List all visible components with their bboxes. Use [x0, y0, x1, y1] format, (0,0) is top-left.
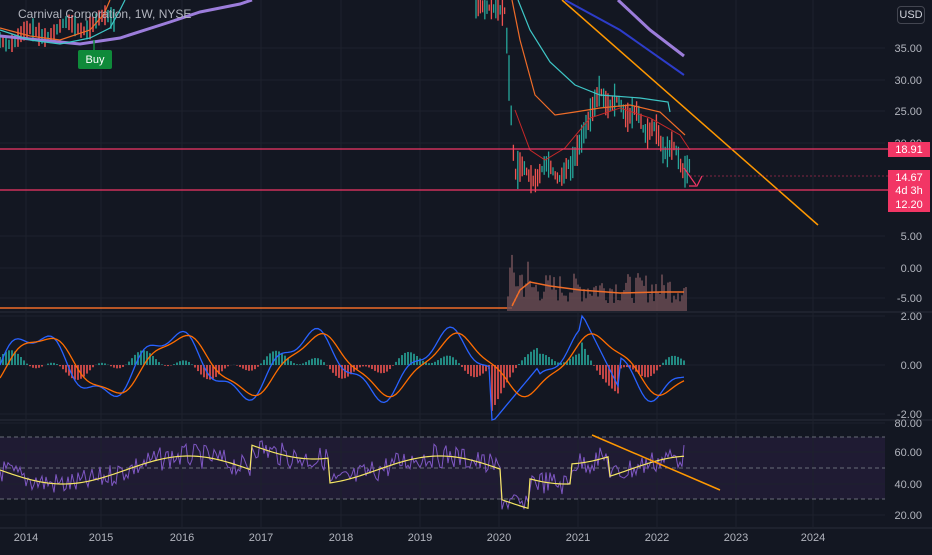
ma-fast-line: [511, 0, 686, 136]
projection-arrow: [683, 167, 697, 186]
ma-slow-line: [0, 0, 253, 46]
ma-fastest-line: [514, 107, 691, 161]
x-tick-label: 2015: [89, 532, 113, 544]
x-tick-label: 2017: [249, 532, 273, 544]
x-tick-label: 2022: [645, 532, 669, 544]
x-tick-label: 2019: [408, 532, 432, 544]
x-tick-label: 2024: [801, 532, 825, 544]
ma-fast-line-early: [0, 0, 111, 41]
price-trendline: [561, 0, 819, 226]
rsi-y-label: 40.00: [894, 479, 922, 491]
chart-title: Carnival Corporation, 1W, NYSE: [18, 7, 192, 21]
price-panel-bg: [0, 0, 885, 312]
rsi-trendline: [591, 434, 721, 491]
price-y-label: 35.00: [894, 43, 922, 55]
macd-y-label: -2.00: [897, 409, 922, 421]
ma-blue-line: [564, 0, 685, 76]
price-y-label: 25.00: [894, 106, 922, 118]
x-tick-label: 2021: [566, 532, 590, 544]
price-y-label: 30.00: [894, 75, 922, 87]
buy-signal-label: Buy: [78, 50, 112, 69]
x-tick-label: 2014: [14, 532, 38, 544]
projection-arrow-head: [689, 175, 703, 187]
price-tag-level-low: 12.20: [888, 197, 930, 212]
volume-y-label: 0.00: [901, 263, 922, 275]
price-tag-countdown: 4d 3h: [888, 183, 930, 198]
rsi-y-label: 60.00: [894, 447, 922, 459]
macd-line: [0, 314, 685, 421]
rsi-ma-line: [0, 444, 685, 510]
volume-ma-line-right: [511, 281, 684, 307]
ma-mid-line-early: [0, 0, 126, 45]
macd-y-label: 2.00: [901, 311, 922, 323]
x-tick-label: 2018: [329, 532, 353, 544]
signal-line: [0, 332, 685, 398]
price-tag-last: 14.67: [888, 170, 930, 185]
volume-y-label: 5.00: [901, 231, 922, 243]
volume-y-label: -5.00: [897, 293, 922, 305]
x-tick-label: 2016: [170, 532, 194, 544]
macd-y-label: 0.00: [901, 360, 922, 372]
price-tag-level-high: 18.91: [888, 142, 930, 157]
ma-mid-line: [517, 0, 671, 113]
x-tick-label: 2020: [487, 532, 511, 544]
rsi-y-label: 80.00: [894, 418, 922, 430]
x-tick-label: 2023: [724, 532, 748, 544]
currency-button[interactable]: USD: [897, 6, 925, 24]
rsi-y-label: 20.00: [894, 510, 922, 522]
ma-slow-line-right: [616, 0, 685, 58]
